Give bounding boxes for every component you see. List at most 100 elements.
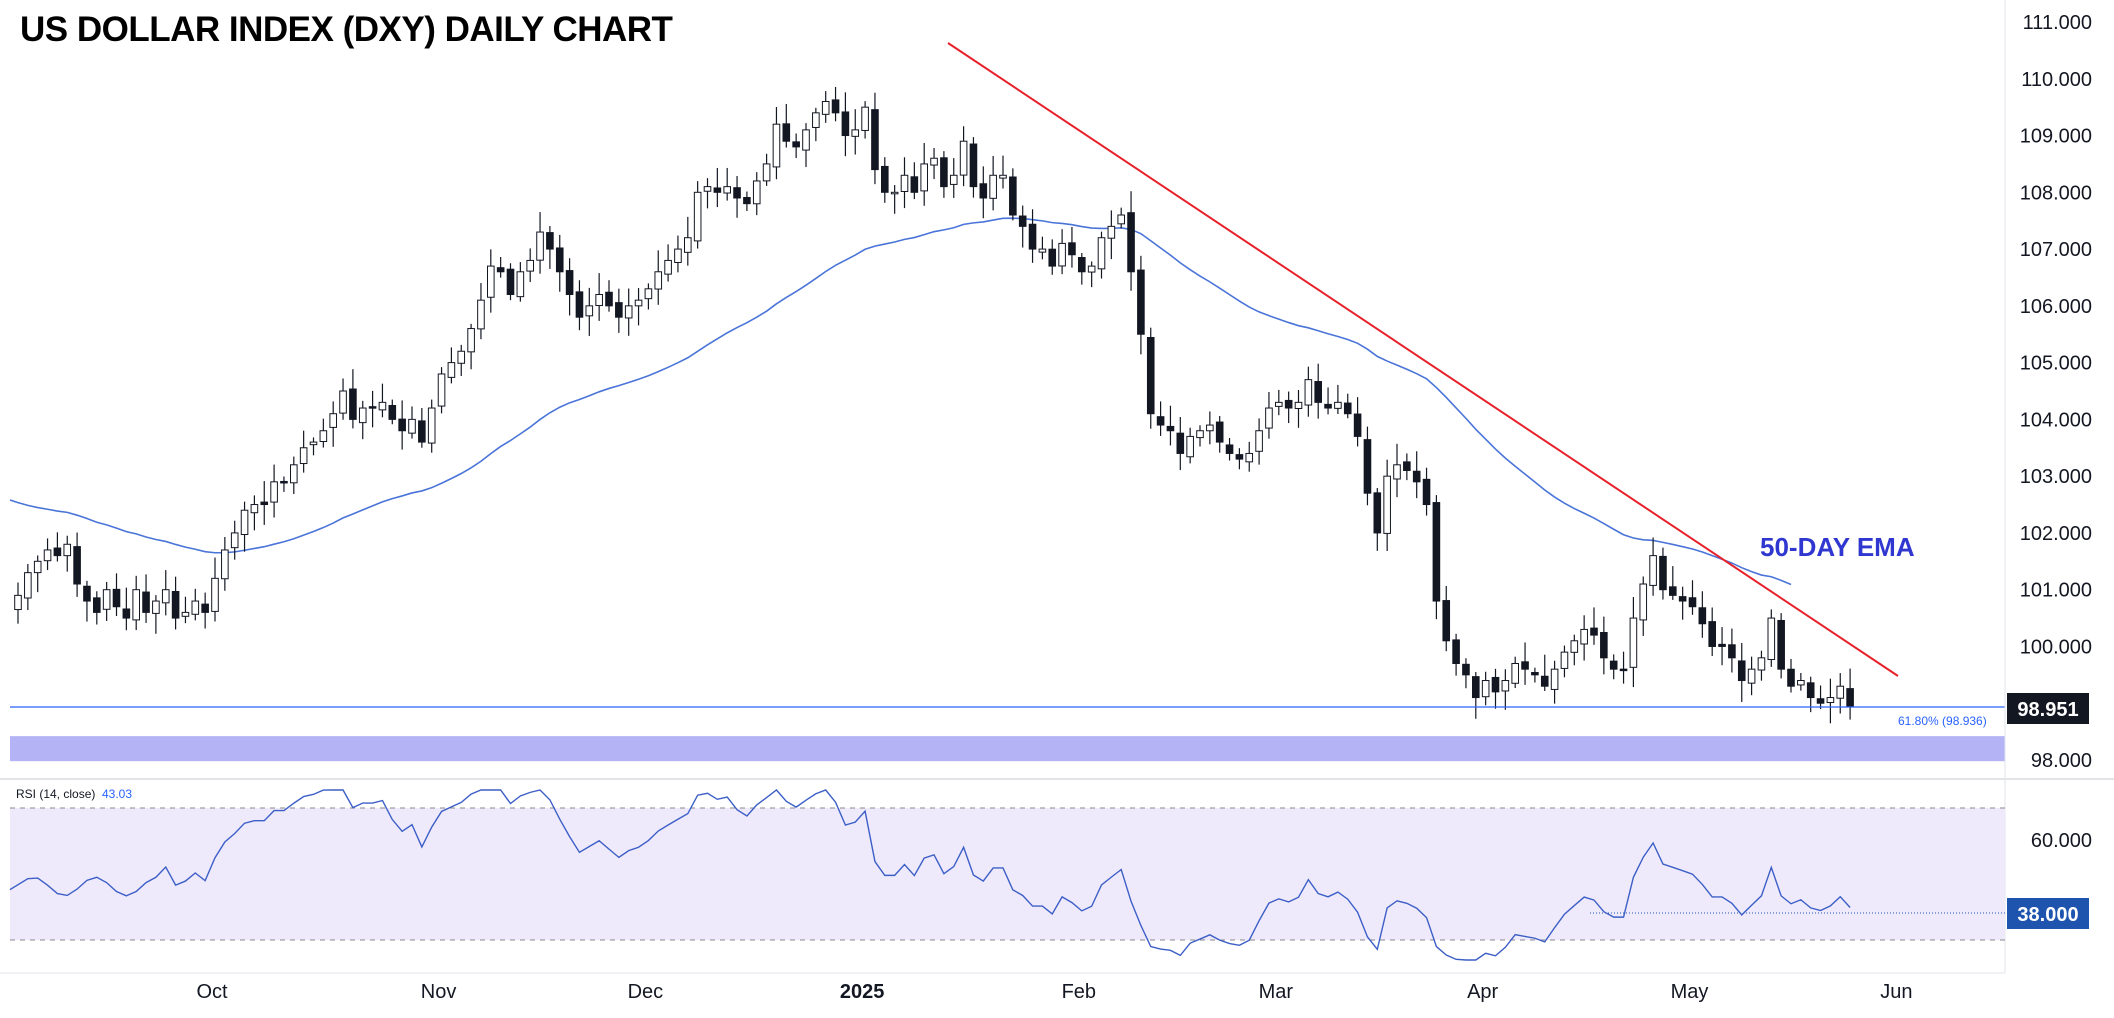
candle-up: [595, 293, 603, 307]
candle-up: [900, 174, 909, 192]
ema-layer: [9, 217, 1792, 586]
price-tick-label: 108.000: [2020, 182, 2092, 204]
candle-down: [1462, 663, 1470, 676]
candle-up: [477, 299, 485, 330]
candle-down: [555, 247, 564, 273]
candle-up: [1501, 680, 1510, 692]
candle-down: [1137, 269, 1145, 335]
candle-up: [989, 174, 997, 199]
candle-up: [1196, 430, 1204, 439]
price-tick-label: 104.000: [2020, 409, 2092, 431]
candle-up: [457, 350, 466, 364]
candle-down: [1284, 399, 1293, 409]
chart-title: US DOLLAR INDEX (DXY) DAILY CHART: [20, 10, 673, 49]
candle-up: [250, 504, 259, 514]
candle-down: [506, 268, 515, 295]
candle-up: [1757, 657, 1766, 671]
candle-up: [861, 106, 869, 131]
candle-up: [930, 157, 938, 166]
candle-down: [1806, 682, 1815, 699]
candle-down: [782, 123, 791, 142]
price-tick-label: 111.000: [2023, 12, 2092, 34]
candle-up: [240, 509, 249, 536]
time-tick-label: May: [1671, 981, 1709, 1003]
candle-down: [142, 591, 150, 613]
candle-down: [1127, 212, 1135, 273]
candle-down: [1432, 502, 1441, 602]
candle-down: [792, 141, 800, 148]
candle-up: [703, 186, 712, 192]
candle-up: [43, 549, 52, 562]
candle-up: [1383, 475, 1391, 534]
time-tick-label: Feb: [1062, 981, 1096, 1003]
candle-up: [802, 129, 810, 151]
candle-down: [1531, 672, 1539, 676]
candle-down: [1235, 454, 1244, 460]
candle-up: [329, 413, 337, 428]
candle-up: [1797, 680, 1805, 686]
candle-down: [979, 183, 988, 199]
candle-down: [831, 99, 840, 114]
candle-down: [1324, 403, 1332, 409]
candle-up: [772, 123, 781, 168]
candle-down: [1787, 668, 1795, 687]
candle-up: [1058, 242, 1066, 267]
candle-up: [1550, 668, 1559, 690]
candle-down: [388, 405, 397, 420]
candle-up: [1481, 680, 1490, 698]
candle-up: [270, 481, 278, 503]
candle-up: [1649, 555, 1657, 586]
candle-up: [14, 594, 22, 611]
candle-up: [290, 464, 298, 484]
candle-down: [1600, 631, 1608, 659]
candle-up: [427, 407, 436, 444]
candle-up: [1629, 617, 1638, 668]
candle-up: [319, 430, 328, 443]
candle-down: [841, 111, 850, 137]
candle-up: [1186, 435, 1194, 458]
candle-down: [1028, 223, 1037, 250]
candle-down: [1728, 644, 1736, 659]
candle-down: [969, 143, 978, 188]
candle-up: [723, 186, 732, 194]
candle-down: [1521, 661, 1529, 670]
candle-down: [713, 187, 722, 193]
candle-up: [1206, 424, 1214, 432]
time-tick-label: Apr: [1467, 981, 1498, 1003]
candle-down: [1412, 470, 1421, 483]
candle-up: [152, 600, 160, 614]
candle-down: [1009, 176, 1017, 216]
candle-up: [1097, 237, 1106, 270]
candle-up: [211, 577, 219, 612]
candle-down: [565, 270, 574, 295]
candle-down: [418, 420, 426, 443]
ema-50-line: [9, 217, 1792, 586]
support-zone: [10, 736, 2005, 762]
candle-down: [1343, 402, 1352, 415]
candle-down: [1146, 337, 1155, 415]
candle-down: [1156, 416, 1165, 426]
candle-down: [1018, 215, 1027, 227]
candle-down: [112, 588, 121, 608]
candle-up: [447, 362, 456, 378]
candle-down: [1619, 668, 1628, 672]
candle-down: [605, 291, 613, 307]
price-tick-label: 101.000: [2020, 580, 2092, 602]
candle-up: [1117, 214, 1126, 225]
candle-up: [812, 112, 820, 128]
fib-annotation: 61.80% (98.936): [1898, 714, 1987, 728]
candle-up: [684, 237, 692, 253]
candle-down: [871, 109, 879, 171]
price-tick-label: 98.000: [2031, 750, 2092, 772]
candle-down: [1078, 257, 1086, 273]
candle-down: [496, 267, 505, 273]
candle-down: [1363, 439, 1372, 494]
candle-up: [339, 390, 347, 414]
candle-down: [1422, 478, 1431, 506]
current-price-tag: 98.951: [2017, 699, 2078, 721]
candle-up: [1265, 407, 1273, 429]
candle-down: [743, 197, 751, 205]
time-axis: Oct Nov Dec 2025 Feb Mar Apr May Jun: [196, 981, 1912, 1003]
rsi-tick-label: 60.000: [2031, 830, 2092, 852]
